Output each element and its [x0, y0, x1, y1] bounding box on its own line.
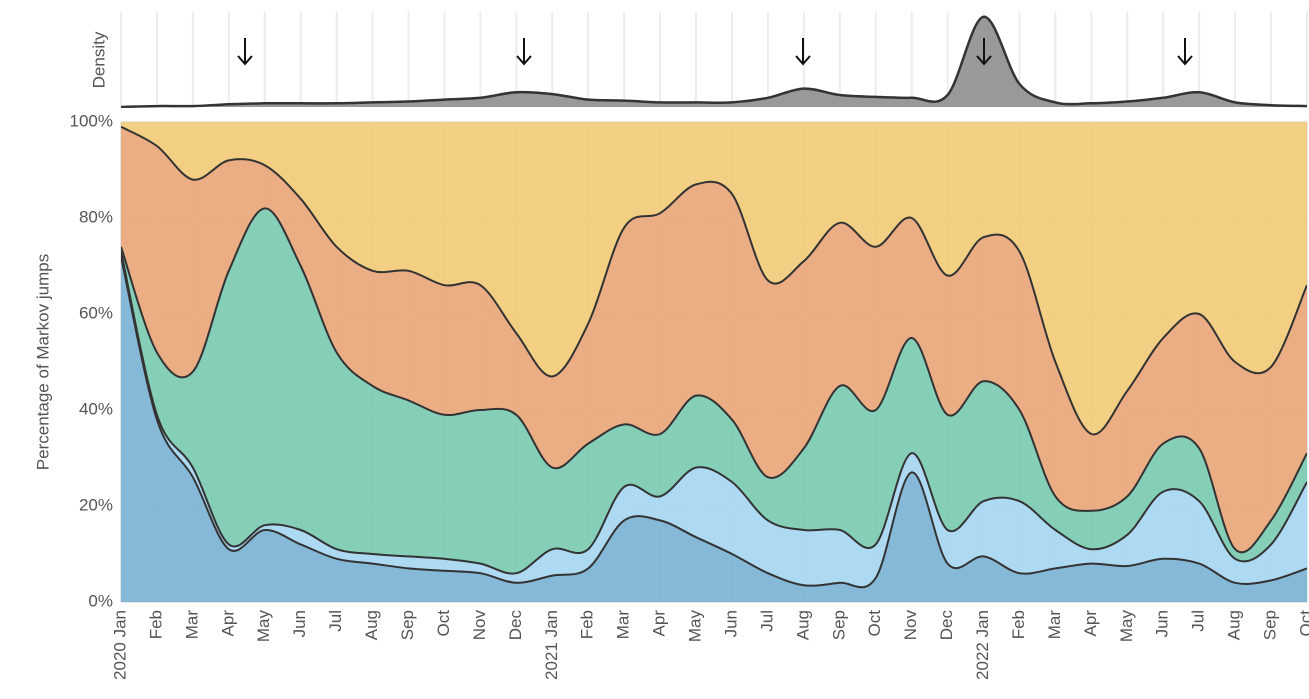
x-tick-label: May	[1117, 610, 1136, 643]
boundary-line	[121, 125, 1307, 436]
x-tick-label: May	[254, 610, 273, 643]
x-tick-label: Mar	[614, 610, 633, 640]
x-tick-label: Dec	[937, 610, 956, 641]
x-tick-label: Aug	[1225, 610, 1244, 640]
x-tick-label: Apr	[650, 610, 669, 637]
y-tick-label: 40%	[79, 399, 113, 418]
density-panel	[121, 15, 1307, 108]
labels: 2020 Jan Feb Mar Apr May Jun Jul Aug Sep Oct Nov De…	[70, 111, 1309, 679]
y-tick-label: 80%	[79, 207, 113, 226]
x-tick-label: Jul	[326, 610, 345, 632]
x-tick-label: 2022 Jan	[973, 610, 992, 680]
density-area	[121, 16, 1307, 107]
x-tick-label: Jul	[757, 610, 776, 632]
x-tick-label: Mar	[1045, 610, 1064, 640]
x-tick-label: Aug	[362, 610, 381, 640]
density-line	[121, 15, 1307, 108]
y-tick-label: 100%	[70, 111, 113, 130]
x-tick-label: Dec	[506, 610, 525, 641]
boundary-line	[121, 256, 1307, 589]
y-tick-label: 20%	[79, 495, 113, 514]
x-tick-label: Nov	[901, 610, 920, 641]
x-tick-label: Sep	[829, 610, 848, 640]
stacked-area	[121, 126, 1307, 553]
x-tick-label: Oct	[1296, 610, 1309, 637]
x-tick-label: 2020 Jan	[110, 610, 129, 680]
x-tick-label: Nov	[470, 610, 489, 641]
arrow	[976, 38, 992, 66]
x-tick-label: Jun	[290, 610, 309, 637]
event-arrows	[237, 38, 1193, 66]
stacked-area	[121, 208, 1307, 574]
x-tick-label: Sep	[398, 610, 417, 640]
x-tick-label: Jun	[721, 610, 740, 637]
arrow	[1177, 38, 1193, 66]
stacked-area	[121, 256, 1307, 602]
x-tick-label: Apr	[1081, 610, 1100, 637]
x-tick-label: Feb	[1009, 610, 1028, 639]
density-axis-label: Density	[89, 31, 108, 88]
x-tick-label: Apr	[218, 610, 237, 637]
x-tick-label: Mar	[182, 610, 201, 640]
y-axis-label: Percentage of Markov jumps	[33, 254, 52, 470]
x-tick-label: Feb	[146, 610, 165, 639]
x-tick-label: Feb	[578, 610, 597, 639]
y-tick-label: 0%	[88, 591, 113, 610]
x-tick-label: May	[686, 610, 705, 643]
x-tick-label: Jul	[1189, 610, 1208, 632]
boundary-line	[121, 251, 1307, 575]
y-tick-label: 60%	[79, 303, 113, 322]
boundary-line	[121, 207, 1307, 554]
x-tick-label: 2021 Jan	[542, 610, 561, 680]
arrow	[516, 38, 532, 66]
stacked-area	[121, 251, 1307, 588]
stacked-area	[121, 122, 1307, 435]
x-tick-label: Jun	[1153, 610, 1172, 637]
x-tick-label: Sep	[1261, 610, 1280, 640]
x-tick-label: Oct	[434, 610, 453, 637]
x-tick-label: Oct	[865, 610, 884, 637]
arrow	[237, 38, 253, 66]
plot-area	[121, 122, 1307, 602]
x-tick-label: Aug	[793, 610, 812, 640]
arrow	[795, 38, 811, 66]
